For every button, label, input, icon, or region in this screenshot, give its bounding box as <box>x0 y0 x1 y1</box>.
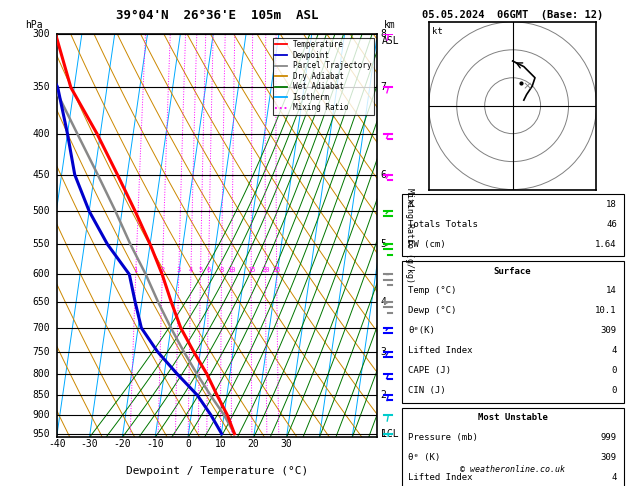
Text: 18: 18 <box>606 200 617 208</box>
Text: CIN (J): CIN (J) <box>408 386 446 395</box>
Text: hPa: hPa <box>25 20 43 30</box>
Bar <box>402 408 623 486</box>
Text: θᵉ (K): θᵉ (K) <box>408 453 441 462</box>
Text: -10: -10 <box>147 439 164 449</box>
Text: 650: 650 <box>33 297 50 307</box>
Legend: Temperature, Dewpoint, Parcel Trajectory, Dry Adiabat, Wet Adiabat, Isotherm, Mi: Temperature, Dewpoint, Parcel Trajectory… <box>273 38 374 115</box>
Text: 10: 10 <box>215 439 226 449</box>
Text: 46: 46 <box>606 220 617 228</box>
Text: CAPE (J): CAPE (J) <box>408 366 452 375</box>
Text: 750: 750 <box>33 347 50 357</box>
Text: 4: 4 <box>381 297 386 307</box>
Text: Surface: Surface <box>494 266 532 276</box>
Text: 30: 30 <box>281 439 292 449</box>
Text: 300: 300 <box>33 29 50 39</box>
Bar <box>402 194 623 256</box>
Text: Mixing Ratio (g/kg): Mixing Ratio (g/kg) <box>405 188 414 283</box>
Text: θᵉ(K): θᵉ(K) <box>408 326 435 335</box>
Text: LCL: LCL <box>381 429 398 439</box>
Text: 1.64: 1.64 <box>595 240 617 248</box>
Text: 3: 3 <box>381 347 386 357</box>
Text: 800: 800 <box>33 369 50 379</box>
Text: 15: 15 <box>247 267 255 273</box>
Text: 20: 20 <box>248 439 260 449</box>
Text: 1: 1 <box>381 429 386 439</box>
Text: 309: 309 <box>601 326 617 335</box>
Text: 20: 20 <box>261 267 270 273</box>
Text: Pressure (mb): Pressure (mb) <box>408 433 478 442</box>
Text: 0: 0 <box>611 366 617 375</box>
Text: 10: 10 <box>228 267 236 273</box>
Text: 2: 2 <box>160 267 164 273</box>
Text: 3: 3 <box>177 267 181 273</box>
Text: 900: 900 <box>33 410 50 420</box>
Text: 05.05.2024  06GMT  (Base: 12): 05.05.2024 06GMT (Base: 12) <box>422 10 603 19</box>
Text: 8: 8 <box>220 267 224 273</box>
Text: Temp (°C): Temp (°C) <box>408 286 457 295</box>
Text: -30: -30 <box>81 439 98 449</box>
Text: 450: 450 <box>33 170 50 180</box>
Text: 5: 5 <box>381 239 386 249</box>
Text: 999: 999 <box>601 433 617 442</box>
Text: 350: 350 <box>33 83 50 92</box>
Text: 6: 6 <box>381 170 386 180</box>
Text: -40: -40 <box>48 439 65 449</box>
Text: 14: 14 <box>606 286 617 295</box>
Text: 4: 4 <box>611 346 617 355</box>
Text: 309: 309 <box>601 453 617 462</box>
Text: Totals Totals: Totals Totals <box>408 220 478 228</box>
Text: 700: 700 <box>33 323 50 333</box>
Text: 4: 4 <box>189 267 193 273</box>
Text: 500: 500 <box>33 206 50 216</box>
Text: 5: 5 <box>198 267 203 273</box>
Text: Most Unstable: Most Unstable <box>477 413 548 422</box>
Text: 0: 0 <box>185 439 191 449</box>
Text: ASL: ASL <box>381 36 399 46</box>
Text: K: K <box>408 200 414 208</box>
Text: Dewp (°C): Dewp (°C) <box>408 306 457 315</box>
Text: 400: 400 <box>33 129 50 139</box>
Text: © weatheronline.co.uk: © weatheronline.co.uk <box>460 465 565 474</box>
Text: 8: 8 <box>381 29 386 39</box>
Text: PW (cm): PW (cm) <box>408 240 446 248</box>
Text: 2: 2 <box>381 390 386 400</box>
Text: Lifted Index: Lifted Index <box>408 473 473 482</box>
Text: 10.1: 10.1 <box>595 306 617 315</box>
Text: km: km <box>384 20 396 30</box>
Text: 6: 6 <box>206 267 211 273</box>
Text: Dewpoint / Temperature (°C): Dewpoint / Temperature (°C) <box>126 466 308 476</box>
Text: 25: 25 <box>272 267 281 273</box>
Text: ×: × <box>523 81 532 91</box>
Text: 4: 4 <box>611 473 617 482</box>
Text: 7: 7 <box>381 83 386 92</box>
Text: Lifted Index: Lifted Index <box>408 346 473 355</box>
Bar <box>402 261 623 403</box>
Text: 1: 1 <box>133 267 138 273</box>
Text: 39°04'N  26°36'E  105m  ASL: 39°04'N 26°36'E 105m ASL <box>116 9 318 22</box>
Text: 950: 950 <box>33 429 50 439</box>
Text: 850: 850 <box>33 390 50 400</box>
Text: 550: 550 <box>33 239 50 249</box>
Text: 600: 600 <box>33 269 50 279</box>
Text: -20: -20 <box>113 439 131 449</box>
Text: kt: kt <box>432 27 443 36</box>
Text: 0: 0 <box>611 386 617 395</box>
